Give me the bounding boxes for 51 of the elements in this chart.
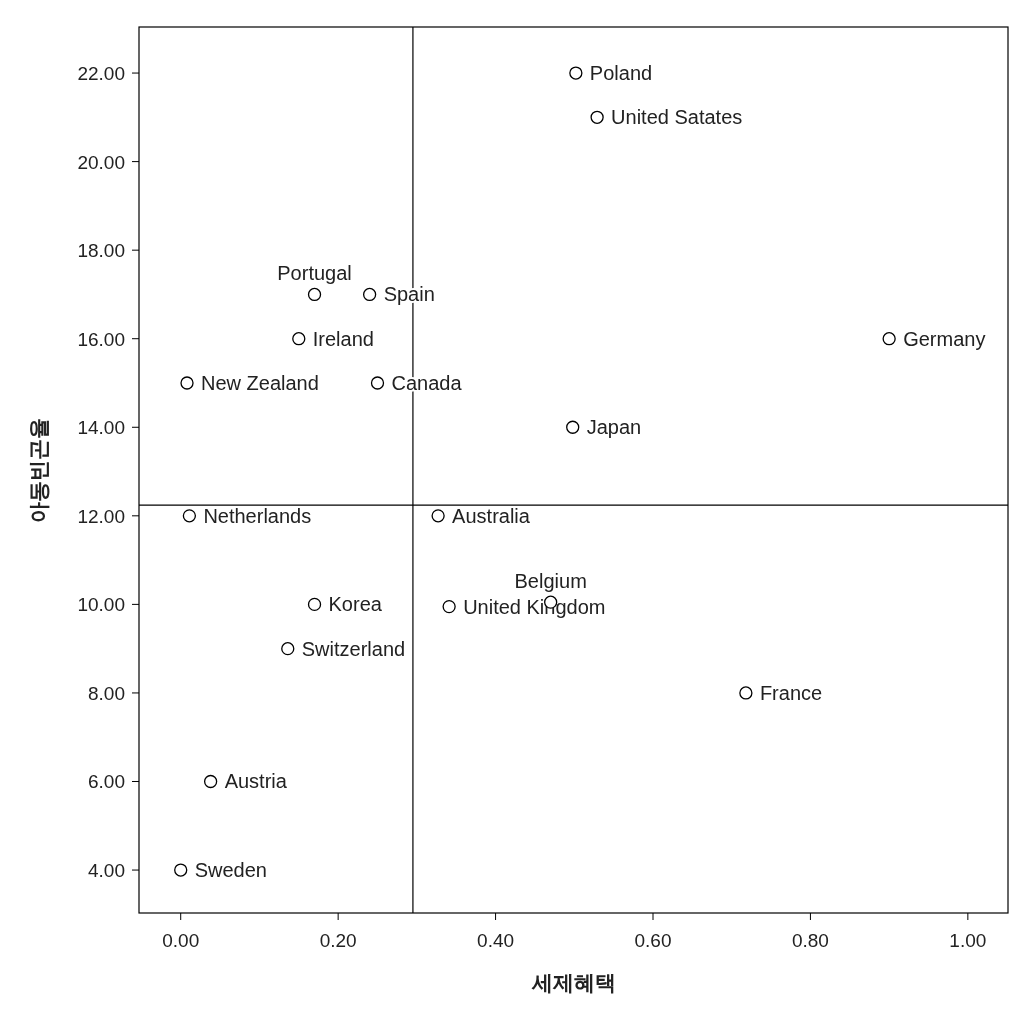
- y-tick-label: 12.00: [77, 505, 125, 527]
- y-tick-label: 10.00: [77, 594, 125, 616]
- point: [362, 287, 377, 302]
- point: [203, 774, 218, 789]
- point: [180, 376, 194, 390]
- y-tick-label: 16.00: [77, 328, 125, 350]
- point: [292, 332, 306, 346]
- annotation: Korea: [328, 593, 383, 616]
- point: [182, 509, 197, 523]
- annotation: Switzerland: [301, 637, 406, 660]
- x-tick-label: 0.60: [634, 930, 672, 951]
- annotation: Germany: [903, 327, 986, 350]
- annotation: Ireland: [312, 327, 374, 350]
- y-axis-title: 아동빈곤율: [27, 417, 50, 523]
- y-tick-label: 6.00: [88, 771, 125, 793]
- point: [174, 863, 188, 877]
- y-tick-label: 20.00: [77, 151, 125, 173]
- point: [307, 287, 322, 302]
- annotation: United Kingdom: [463, 595, 606, 618]
- annotation: Austria: [224, 770, 288, 793]
- point: [882, 332, 896, 346]
- y-tick-label: 4.00: [88, 860, 125, 882]
- x-axis-title: 세제혜택: [530, 971, 616, 994]
- x-tick-label: 0.40: [477, 930, 515, 951]
- y-tick-label: 18.00: [77, 240, 125, 262]
- point: [566, 420, 580, 434]
- y-tick-label: 14.00: [77, 417, 125, 439]
- x-tick-label: 1.00: [949, 930, 987, 951]
- point: [739, 686, 753, 700]
- x-tick-label: 0.20: [319, 930, 357, 951]
- point: [442, 599, 456, 614]
- x-tick-label: 0.00: [162, 930, 200, 951]
- point: [431, 509, 445, 523]
- point: [590, 110, 604, 124]
- y-tick-label: 22.00: [77, 63, 125, 85]
- annotation: Japan: [586, 416, 642, 439]
- point: [370, 376, 385, 390]
- annotation: Belgium: [514, 570, 587, 593]
- annotation: Sweden: [194, 859, 267, 882]
- point: [281, 642, 295, 656]
- point: [307, 597, 322, 612]
- annotation: France: [759, 681, 823, 704]
- annotation: Poland: [589, 62, 653, 85]
- annotation: Australia: [452, 504, 531, 527]
- y-tick-label: 8.00: [88, 682, 125, 704]
- point: [569, 66, 583, 80]
- x-tick-label: 0.80: [791, 930, 829, 951]
- annotation: United Satates: [611, 106, 743, 129]
- annotation: New Zealand: [201, 371, 319, 394]
- annotation: Netherlands: [203, 504, 312, 527]
- annotation: Portugal: [277, 262, 352, 285]
